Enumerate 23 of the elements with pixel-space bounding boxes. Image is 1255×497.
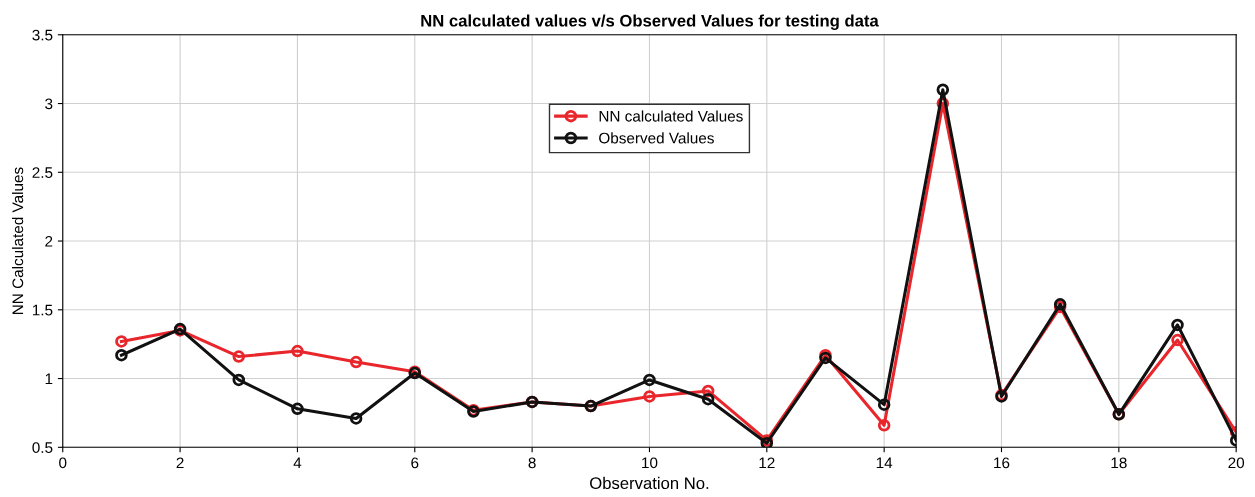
x-tick-label: 18	[1111, 457, 1127, 469]
x-tick-label: 6	[411, 457, 419, 469]
chart-title: NN calculated values v/s Observed Values for testing data	[421, 14, 879, 30]
legend-label: Observed Values	[599, 132, 714, 144]
x-tick-label: 14	[876, 457, 893, 469]
y-tick-label: 0.5	[32, 442, 53, 453]
y-tick-label: 3	[45, 98, 53, 110]
x-axis-title: Observation No.	[590, 476, 709, 490]
y-tick-label: 2.5	[32, 167, 53, 178]
y-tick-label: 1.5	[32, 304, 53, 316]
x-tick-label: 12	[759, 457, 775, 469]
x-tick-label: 2	[176, 457, 184, 469]
x-tick-label: 8	[528, 457, 536, 469]
x-tick-label: 10	[642, 457, 658, 469]
x-tick-label: 4	[293, 457, 302, 469]
y-tick-label: 1	[45, 373, 53, 385]
x-tick-label: 20	[1228, 457, 1245, 469]
y-tick-label: 2	[45, 235, 53, 247]
x-tick-label: 0	[59, 457, 67, 469]
y-axis-title: NN Calculated Values	[11, 167, 24, 314]
x-tick-label: 16	[994, 457, 1010, 469]
y-tick-label: 3.5	[32, 29, 53, 41]
legend-label: NN calculated Values	[599, 110, 743, 122]
